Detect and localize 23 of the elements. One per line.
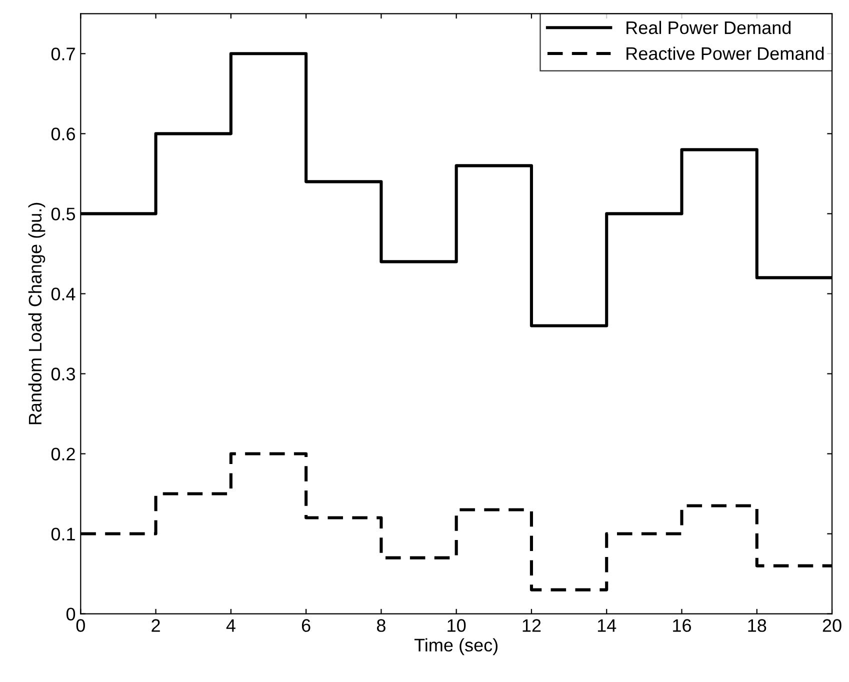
x-tick-label: 2 (152, 619, 160, 632)
y-tick-label: 0.5 (51, 208, 76, 220)
y-tick-label: 0.1 (51, 528, 75, 540)
y-tick-label: 0.3 (51, 368, 76, 380)
x-tick-label: 8 (376, 619, 386, 632)
y-tick-label: 0.6 (51, 128, 76, 140)
legend-label: Real Power Demand (626, 20, 791, 34)
x-tick-label: 18 (748, 619, 766, 632)
x-tick-label: 6 (302, 619, 310, 632)
y-tick-label: 0 (66, 608, 76, 621)
y-tick-label: 0.2 (51, 448, 75, 460)
x-tick-label: 20 (822, 619, 842, 632)
y-axis-title: Random Load Change (pu.) (28, 202, 46, 424)
x-tick-label: 4 (226, 619, 236, 632)
x-tick-label: 12 (522, 619, 541, 632)
x-tick-label: 0 (76, 619, 85, 632)
y-tick-label: 0.7 (51, 48, 75, 60)
x-tick-label: 16 (673, 619, 691, 632)
x-axis-title: Time (sec) (414, 638, 498, 656)
y-tick-label: 0.4 (51, 288, 76, 300)
legend-label: Reactive Power Demand (626, 46, 824, 60)
x-tick-label: 14 (598, 619, 616, 632)
x-tick-label: 10 (448, 619, 466, 632)
